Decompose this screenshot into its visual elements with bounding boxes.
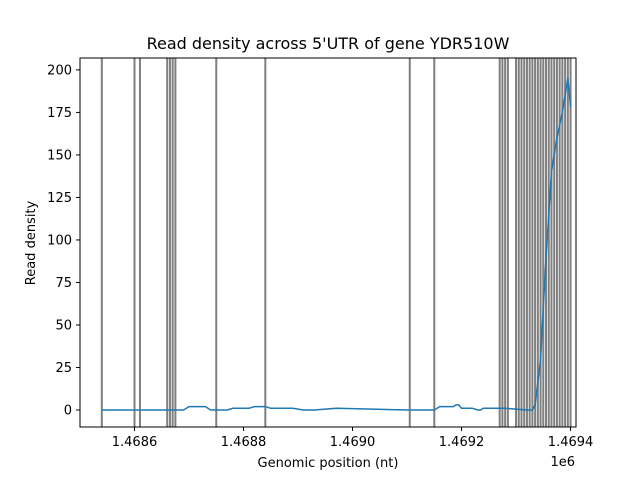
plot-frame [79,57,577,428]
y-tick-label: 125 [47,191,72,206]
x-tick-label: 1.4692 [439,435,485,450]
y-axis-ticks: 0 25 50 75 100 125 150 175 200 [47,63,80,418]
y-tick-label: 50 [55,318,72,333]
y-tick-label: 0 [64,403,72,418]
y-tick-label: 25 [55,361,72,376]
x-axis-label: Genomic position (nt) [258,456,399,471]
y-axis-label: Read density [24,200,39,285]
plot-area [100,58,572,427]
x-axis-ticks: 1.4686 1.4688 1.4690 1.4692 1.4694 [112,427,594,450]
chart-title: Read density across 5'UTR of gene YDR510… [147,34,510,53]
x-tick-label: 1.4690 [330,435,376,450]
x-tick-label: 1.4694 [548,435,594,450]
y-tick-label: 100 [47,233,72,248]
y-tick-label: 200 [47,63,72,78]
x-axis-offset-label: 1e6 [550,455,575,470]
y-tick-label: 150 [47,148,72,163]
x-tick-label: 1.4686 [112,435,158,450]
y-tick-label: 175 [47,106,72,121]
x-tick-label: 1.4688 [221,435,267,450]
y-tick-label: 75 [55,276,72,291]
read-density-line [101,77,572,411]
